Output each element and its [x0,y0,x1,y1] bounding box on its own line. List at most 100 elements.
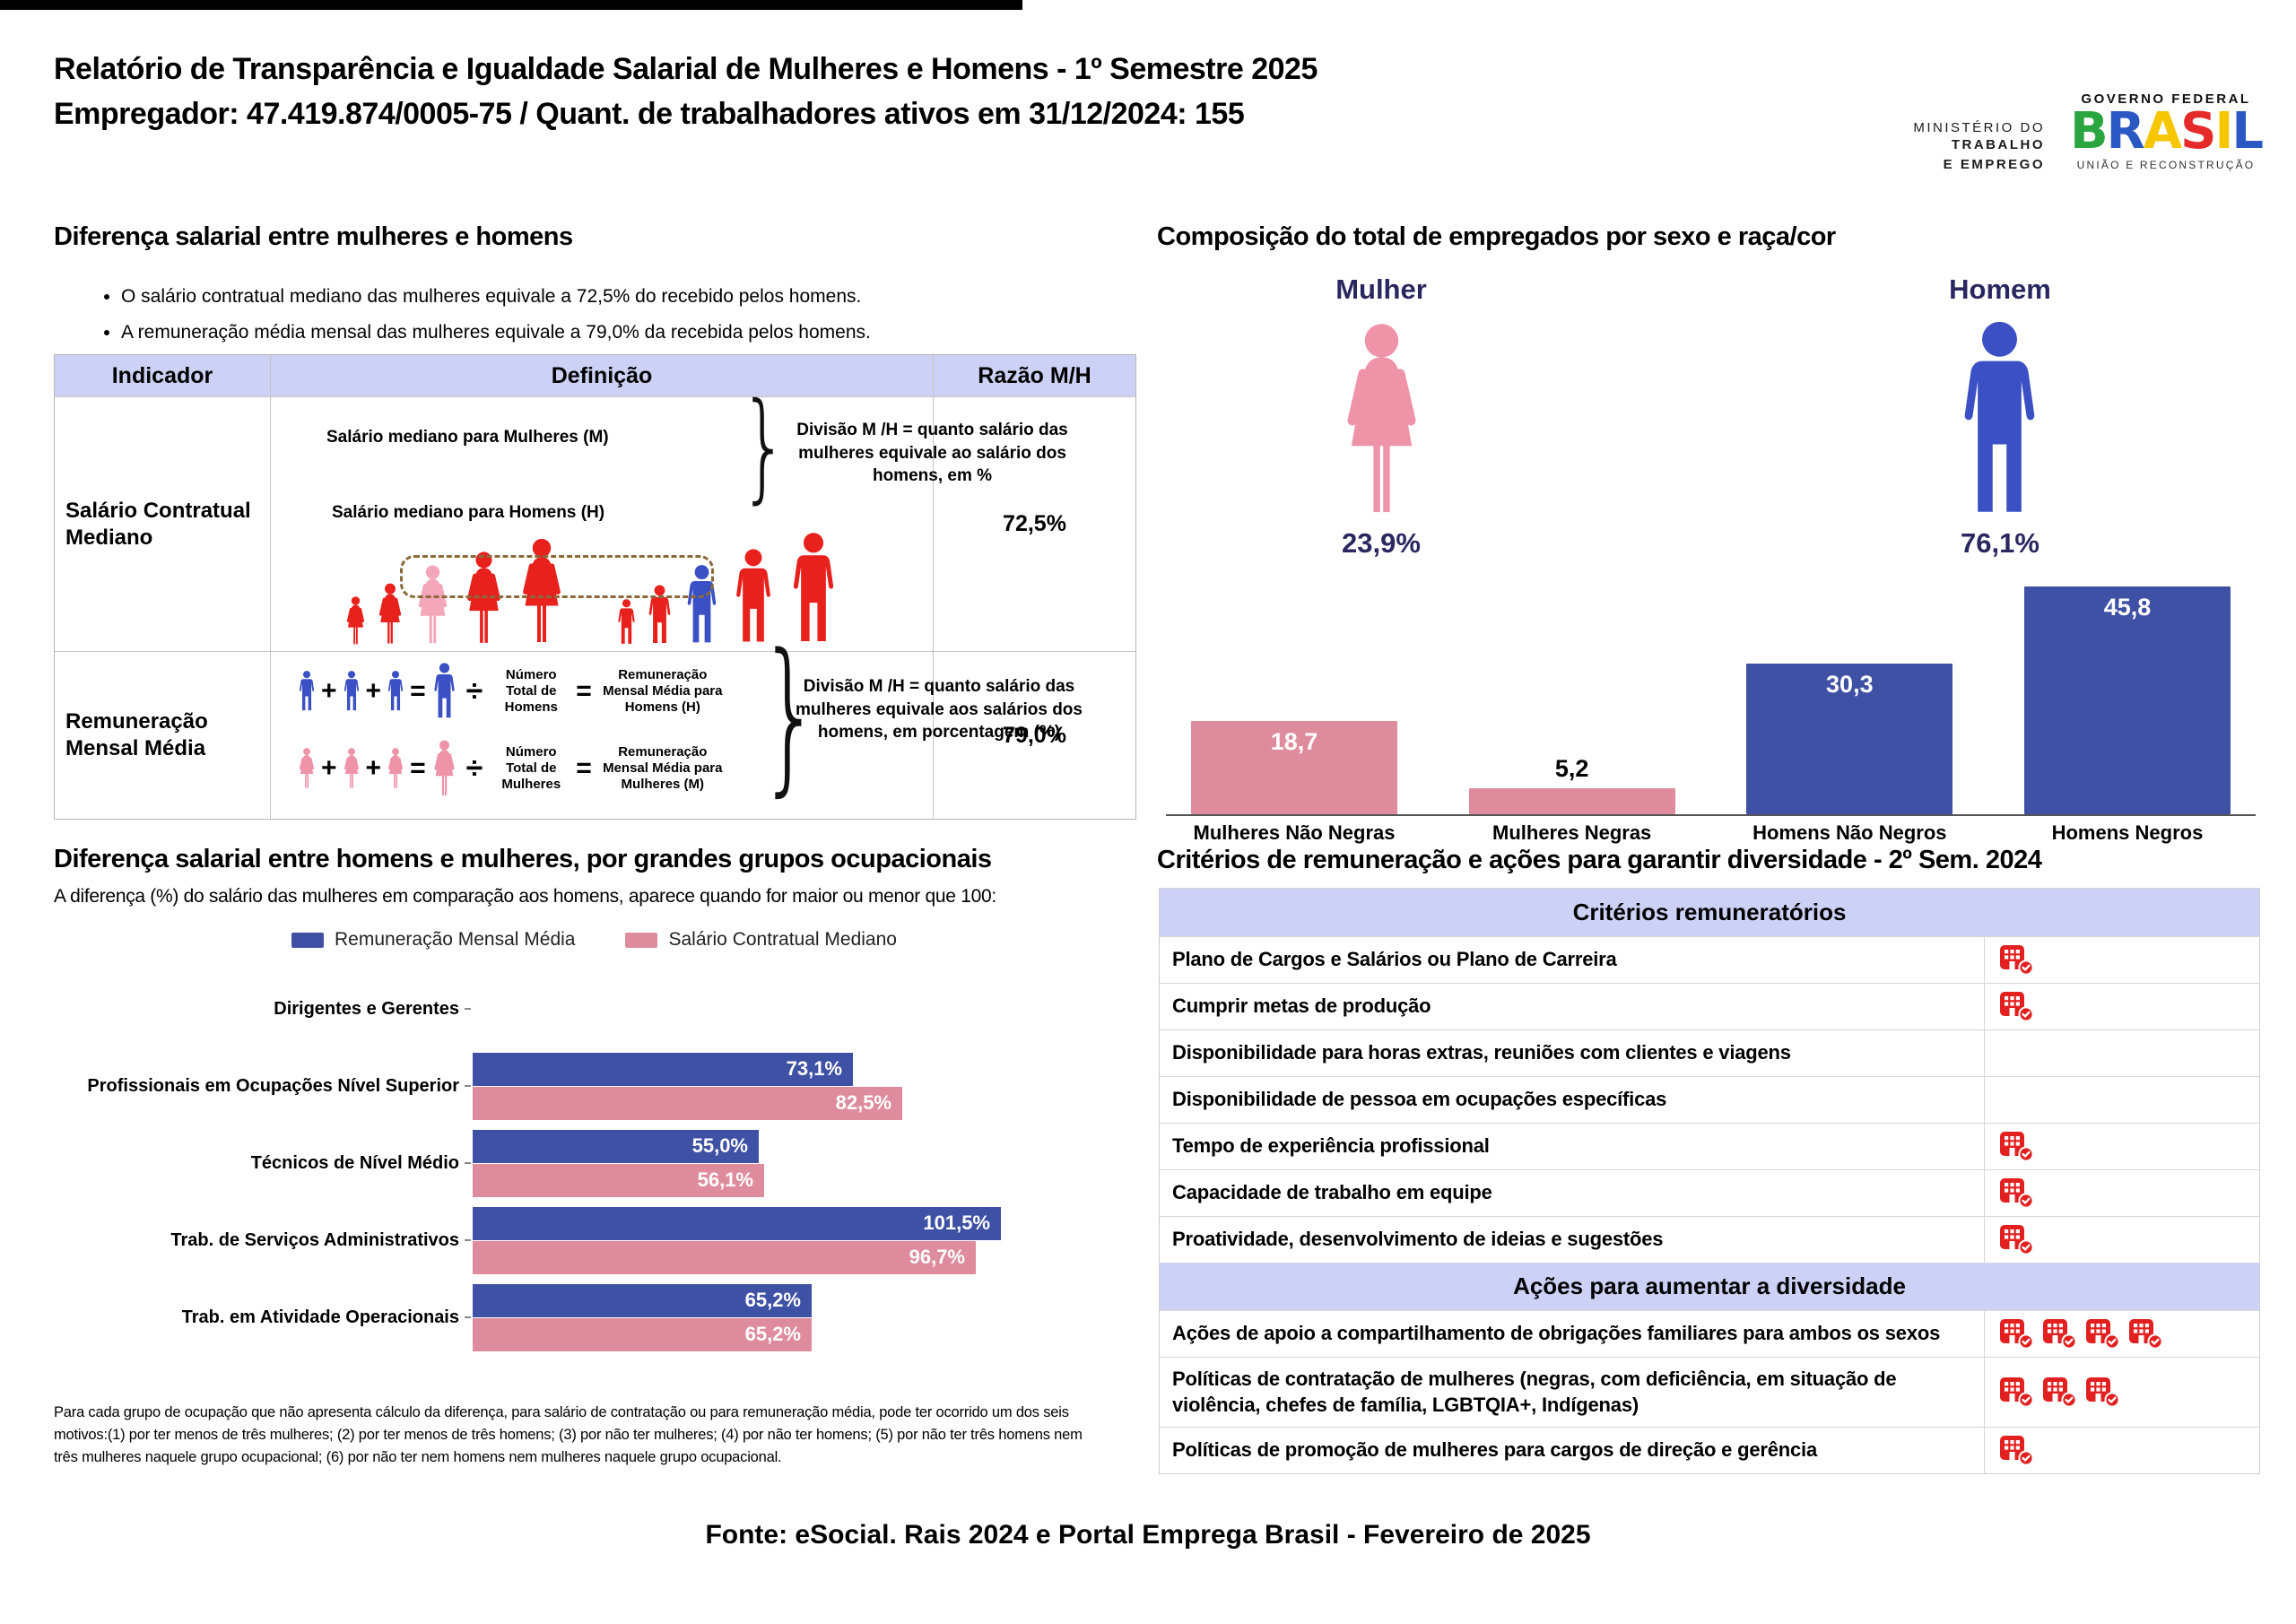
def-note-2: Divisão M /H = quanto salário das mulher… [796,677,1083,743]
bar-remuneracao: 101,5% [473,1206,1001,1240]
criteria-row: Tempo de experiência profissional [1160,1123,2259,1169]
group-label: Técnicos de Nível Médio [250,1153,459,1173]
building-check-icon [2129,1319,2163,1350]
criteria-row: Proatividade, desenvolvimento de ideias … [1160,1216,2259,1263]
criteria-label: Plano de Cargos e Salários ou Plano de C… [1172,948,1617,971]
criteria-row: Cumprir metas de produção [1160,983,2259,1029]
female-pct: 23,9% [1342,527,1421,559]
ratio-mean: 79,0% [1003,722,1066,748]
brace-1: } [739,378,789,516]
composition-bar-slot: 18,7 [1191,721,1397,814]
criteria-title: Critérios de remuneração e ações para ga… [1157,846,2042,874]
criteria-row: Políticas de promoção de mulheres para c… [1160,1427,2259,1474]
building-check-icon [2000,1436,2034,1466]
bar-salario: 82,5% [473,1086,902,1120]
criteria-label: Ações de apoio a compartilhamento de obr… [1172,1322,1941,1345]
brasil-logo: BRASIL [2063,107,2269,157]
man-icon [1948,321,2051,525]
woman-figure-icon [344,748,359,788]
occupational-chart: Dirigentes e Gerentes Profissionais em Oc… [54,970,1135,1356]
criteria-label: Tempo de experiência profissional [1172,1134,1490,1158]
divisor-label: Número Total de Homens [504,667,558,715]
building-check-icon [2043,1377,2077,1408]
man-figure-icon [736,549,770,642]
bullet-mean-salary: A remuneração média mensal das mulheres … [121,322,1152,343]
divisor-label: Número Total de Mulheres [501,744,561,792]
bar-remuneracao: 73,1% [473,1052,853,1086]
people-figures [343,525,848,646]
woman-icon [1331,323,1432,523]
ministry-line3: E EMPREGO [1943,156,2045,172]
criteria-icons [1984,984,2259,1029]
occupational-group: Trab. de Serviços Administrativos 101,5%… [54,1202,1135,1279]
woman-figure-icon [299,748,315,788]
def-men-median: Salário mediano para Homens (H) [332,503,605,522]
criteria-row: Políticas de contratação de mulheres (ne… [1160,1357,2259,1428]
criteria-icons [1984,1124,2259,1169]
bar-salario: 56,1% [473,1163,764,1197]
gov-federal-logo: GOVERNO FEDERAL BRASIL UNIÃO E RECONSTRU… [2063,91,2269,171]
woman-figure-icon [523,538,561,643]
axis-tick [465,1316,471,1318]
brasil-letter: R [2106,102,2145,161]
building-check-icon [2043,1319,2077,1350]
result-label: Remuneração Mensal Média para Homens (H) [603,667,723,715]
legend-blue-swatch [291,932,325,948]
axis-tick [465,1162,471,1164]
bar: 18,7 [1191,721,1397,814]
legend-pink-label: Salário Contratual Mediano [668,929,897,950]
criteria-icons [1984,1217,2259,1263]
criteria-row: Ações de apoio a compartilhamento de obr… [1160,1310,2259,1357]
criteria-section-header: Critérios remuneratórios [1160,889,2259,936]
bar-salario: 96,7% [473,1240,976,1274]
definition-cell-2: + + = ÷ Número Total de Homens = Remuner… [271,618,1083,819]
occupational-group: Técnicos de Nível Médio 55,0% 56,1% [54,1125,1135,1202]
brasil-letter: B [2069,102,2109,161]
criteria-section-header: Ações para aumentar a diversidade [1160,1263,2259,1310]
building-check-icon [2000,1132,2034,1162]
group-label: Profissionais em Ocupações Nível Superio… [87,1076,459,1096]
bar-remuneracao: 65,2% [473,1283,812,1317]
composition-bar-slot: 5,2 [1468,755,1675,814]
bar-value: 18,7 [1270,728,1318,755]
criteria-icons [1984,1311,2259,1357]
bar-category-label: Homens Negros [2051,821,2204,844]
result-label: Remuneração Mensal Média para Mulheres (… [603,744,723,792]
bar-remuneracao: 55,0% [473,1129,759,1163]
header-razao: Razão M/H [934,355,1135,396]
man-figure-icon [433,663,455,718]
chart-footnote: Para cada grupo de ocupação que não apre… [54,1404,1083,1465]
criteria-row: Capacidade de trabalho em equipe [1160,1169,2259,1216]
bar [1468,788,1675,814]
divide-sign: ÷ [465,673,483,708]
man-figure-icon [793,533,834,641]
bar-value: 30,3 [1826,671,1874,698]
ratio-median: 72,5% [1003,511,1066,536]
criteria-icons [1984,1170,2259,1216]
criteria-row: Disponibilidade de pessoa em ocupações e… [1160,1076,2259,1123]
building-check-icon [2000,1178,2034,1209]
def-women-median: Salário mediano para Mulheres (M) [326,428,609,447]
salary-diff-bullets: O salário contratual mediano das mulhere… [85,286,1152,358]
gov-logo-top: GOVERNO FEDERAL [2081,91,2251,107]
building-check-icon [2000,1225,2034,1255]
gov-logo-bottom: UNIÃO E RECONSTRUÇÃO [2076,159,2256,171]
bullet-median-salary: O salário contratual mediano das mulhere… [121,286,1152,308]
header-definicao: Definição [271,355,934,396]
axis-tick [465,1008,471,1010]
occupational-title: Diferença salarial entre homens e mulher… [54,845,992,873]
definition-cell-1: Salário mediano para Mulheres (M) Salári… [271,378,1068,651]
bar-value: 5,2 [1554,755,1589,782]
male-pct: 76,1% [1961,527,2039,559]
ministry-line2: TRABALHO [1951,137,2045,152]
indicator-table-header: Indicador Definição Razão M/H [55,355,1135,396]
bar-category-label: Homens Não Negros [1752,821,1947,844]
top-black-bar [0,0,1022,10]
occupational-group: Profissionais em Ocupações Nível Superio… [54,1047,1135,1125]
bar-value: 45,8 [2103,594,2152,621]
building-check-icon [2000,1319,2034,1350]
criteria-label: Políticas de contratação de mulheres (ne… [1172,1368,1897,1416]
formula-women: + + = ÷ Número Total de Mulheres = Remun… [296,740,730,797]
indicator-label: Remuneração Mensal Média [65,709,208,760]
criteria-icons [1984,1428,2259,1474]
